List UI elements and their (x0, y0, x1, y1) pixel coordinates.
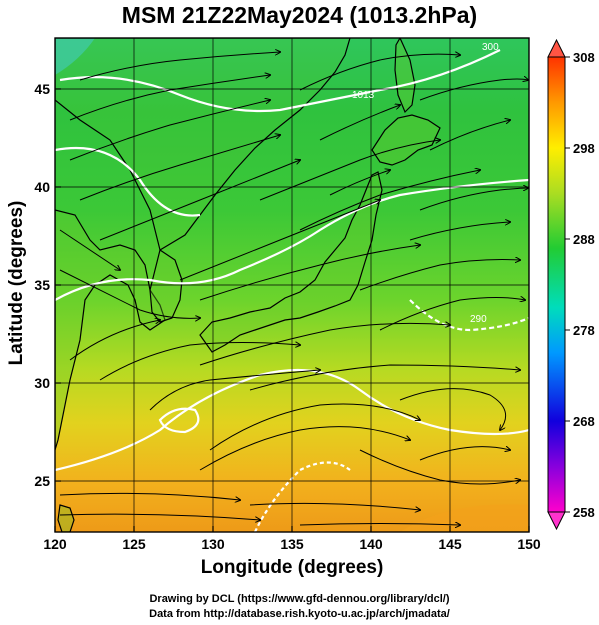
streamline (359, 260, 520, 291)
colorbar-tick-label: 298 (573, 141, 595, 156)
isotherm-5 (254, 461, 351, 532)
streamline (419, 79, 528, 101)
streamline (359, 449, 520, 485)
map-title: MSM 21Z22May2024 (1013.2hPa) (121, 2, 478, 28)
streamline (69, 100, 270, 161)
colorbar-tick-label: 278 (573, 323, 595, 338)
y-tick-label: 25 (34, 473, 50, 489)
contour-label-290: 290 (470, 314, 487, 325)
continent-outline (55, 209, 166, 451)
streamline (59, 492, 240, 500)
x-tick-label: 145 (438, 536, 462, 552)
streamline (69, 75, 270, 121)
y-tick-label: 40 (34, 179, 50, 195)
streamline (249, 502, 420, 510)
y-tick-label: 35 (34, 277, 50, 293)
streamline (319, 105, 400, 141)
streamline (409, 222, 510, 241)
credit-data: Data from http://database.rish.kyoto-u.a… (149, 608, 450, 620)
colorbar: 258 268 278 288 298 308 (547, 38, 595, 531)
x-axis-ticks: 120 125 130 135 140 145 150 (43, 526, 541, 552)
streamline (299, 54, 460, 91)
streamline (419, 188, 528, 211)
colorbar-tick-label: 288 (573, 232, 595, 247)
korea-outline (149, 249, 183, 323)
x-tick-label: 150 (517, 536, 541, 552)
streamline (199, 426, 410, 471)
credit-drawing: Drawing by DCL (https://www.gfd-dennou.o… (149, 593, 450, 605)
streamline (299, 524, 460, 526)
streamline (69, 320, 160, 361)
streamline (179, 200, 380, 281)
streamline (199, 245, 420, 301)
colorbar-top-arrow (547, 38, 566, 58)
streamlines (59, 52, 528, 526)
contour-label-300: 300 (482, 42, 499, 53)
streamline (399, 388, 507, 430)
x-tick-label: 130 (201, 536, 225, 552)
taiwan-outline (57, 504, 75, 532)
isotherm-4 (55, 146, 201, 217)
japan-main-outline (199, 171, 383, 353)
grid-lines (55, 38, 529, 532)
isotherm-6 (409, 299, 529, 332)
x-tick-label: 135 (280, 536, 304, 552)
streamline (299, 170, 480, 231)
streamline (429, 120, 510, 151)
isotherms (55, 49, 529, 532)
streamline (79, 52, 280, 81)
colorbar-tick-label: 308 (573, 50, 595, 65)
cool-patch (55, 38, 95, 75)
hokkaido-outline (371, 114, 441, 166)
colorbar-bottom-arrow (547, 511, 566, 531)
colorbar-bar (547, 56, 566, 513)
colorbar-tick-label: 268 (573, 414, 595, 429)
y-tick-label: 45 (34, 81, 50, 97)
streamline (379, 298, 525, 331)
streamline (59, 229, 120, 270)
isotherm-2 (55, 178, 529, 301)
y-tick-label: 30 (34, 375, 50, 391)
streamline (199, 323, 450, 366)
isotherm-3 (59, 49, 501, 113)
streamline (99, 343, 300, 381)
streamline (79, 135, 280, 201)
streamline (419, 447, 510, 461)
north-coast-outline (55, 38, 351, 251)
streamline (149, 370, 320, 411)
streamline (209, 403, 420, 451)
streamline (329, 170, 390, 196)
x-axis-label: Longitude (degrees) (200, 557, 384, 578)
streamline (59, 513, 260, 520)
x-tick-label: 140 (359, 536, 383, 552)
coastlines (55, 38, 441, 532)
warm-patch (400, 504, 529, 532)
colorbar-tick-label: 258 (573, 505, 595, 520)
x-tick-label: 120 (43, 536, 67, 552)
isotherm-7 (158, 407, 200, 434)
streamline (259, 140, 440, 201)
contour-label-1013: 1013 (352, 90, 375, 101)
streamline (59, 269, 200, 318)
y-axis-ticks: 25 30 35 40 45 (34, 81, 61, 489)
colorbar-ticks: 258 268 278 288 298 308 (565, 50, 595, 520)
streamline (249, 364, 520, 391)
x-tick-label: 125 (122, 536, 146, 552)
streamline (99, 160, 300, 241)
